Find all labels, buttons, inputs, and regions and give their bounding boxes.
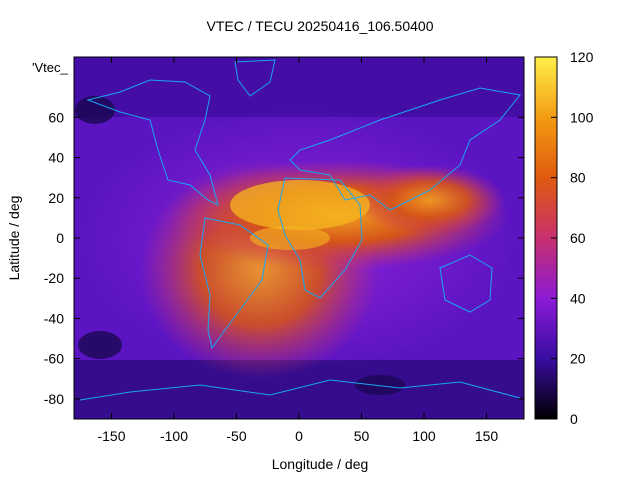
coast-south-america: [199, 217, 269, 350]
colorbar-tick-label: 60: [570, 230, 586, 246]
coast-north-america: [86, 79, 219, 206]
x-tick-label: -50: [226, 428, 246, 444]
y-tick-label: 40: [48, 150, 64, 166]
x-tick-label: 50: [354, 428, 370, 444]
x-tick-label: -100: [160, 428, 188, 444]
colorbar-tick-label: 0: [570, 411, 578, 427]
coast-greenland: [234, 59, 276, 97]
y-tick-label: -80: [44, 391, 64, 407]
x-tick-label: -150: [97, 428, 125, 444]
colorbar-tick-label: 80: [570, 170, 586, 186]
coast-africa: [277, 177, 363, 299]
y-tick-label: 0: [56, 230, 64, 246]
colorbar-tick-label: 20: [570, 351, 586, 367]
coast-europe-asia: [289, 87, 521, 211]
y-tick-label: -40: [44, 310, 64, 326]
x-axis-label: Longitude / deg: [271, 456, 369, 472]
x-tick-label: 100: [412, 428, 436, 444]
colorbar-tick-label: 100: [570, 109, 594, 125]
y-ticks: 60 40 20 0 -20 -40 -60 -80: [44, 109, 524, 407]
series-tag: 'Vtec_: [32, 60, 68, 75]
colorbar-tick-label: 40: [570, 290, 586, 306]
colorbar-tick-label: 120: [570, 49, 594, 65]
x-ticks: -150 -100 -50 0 50 100 150: [97, 57, 498, 444]
x-tick-label: 0: [295, 428, 303, 444]
x-tick-label: 150: [475, 428, 499, 444]
y-tick-label: 20: [48, 190, 64, 206]
chart-title: VTEC / TECU 20250416_106.50400: [206, 18, 434, 34]
coast-australia: [439, 254, 493, 313]
y-tick-label: -20: [44, 270, 64, 286]
coastlines: [79, 59, 521, 401]
colorbar-ticks: 0 20 40 60 80 100 120: [551, 49, 594, 427]
y-tick-label: 60: [48, 109, 64, 125]
coast-antarctica: [79, 379, 521, 401]
y-tick-label: -60: [44, 351, 64, 367]
heatmap-field: [74, 57, 524, 419]
